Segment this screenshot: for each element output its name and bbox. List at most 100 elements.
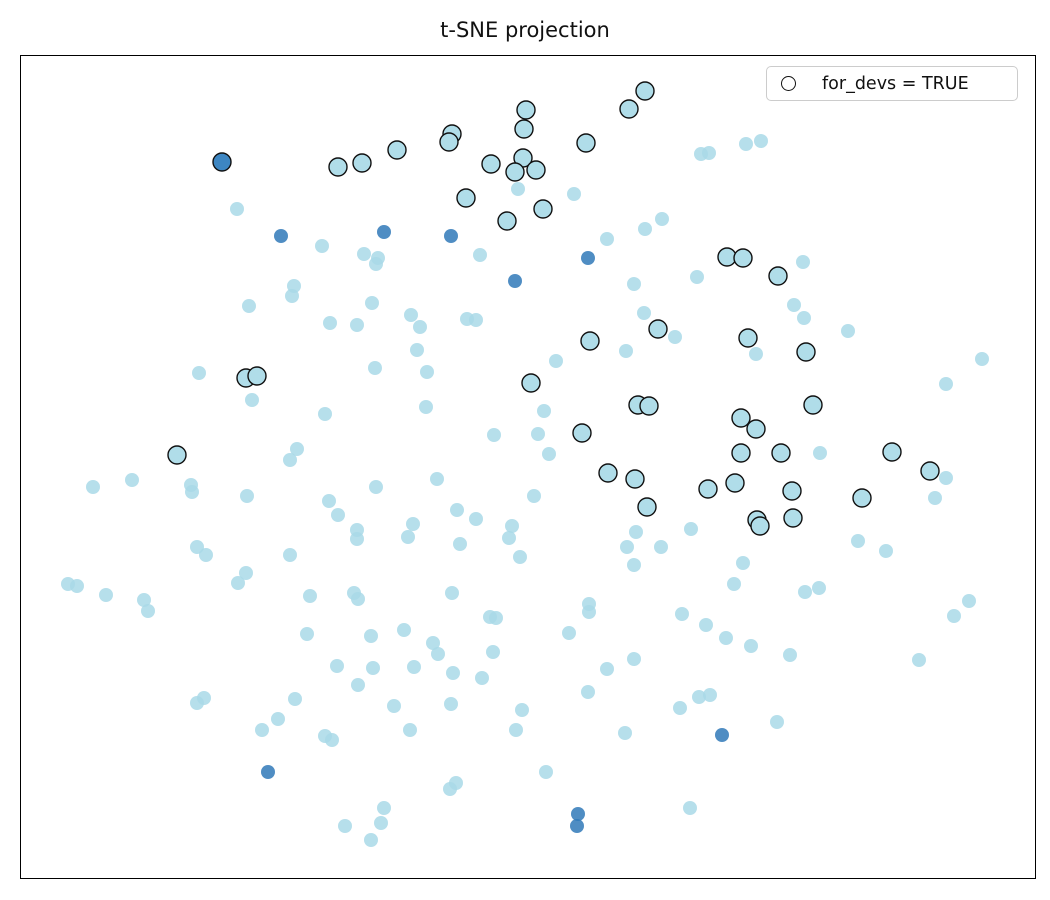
scatter-point bbox=[570, 819, 584, 833]
scatter-point bbox=[197, 691, 211, 705]
scatter-point bbox=[481, 154, 501, 174]
scatter-point bbox=[629, 525, 643, 539]
scatter-point bbox=[350, 532, 364, 546]
scatter-point bbox=[783, 508, 803, 528]
scatter-point bbox=[581, 685, 595, 699]
scatter-point bbox=[515, 703, 529, 717]
scatter-point bbox=[744, 639, 758, 653]
scatter-point bbox=[368, 361, 382, 375]
scatter-point bbox=[407, 660, 421, 674]
scatter-point bbox=[351, 678, 365, 692]
scatter-point bbox=[453, 537, 467, 551]
scatter-point bbox=[717, 247, 737, 267]
scatter-point bbox=[939, 377, 953, 391]
scatter-point bbox=[947, 609, 961, 623]
scatter-point bbox=[812, 581, 826, 595]
legend: for_devs = TRUE bbox=[766, 66, 1018, 101]
scatter-point bbox=[261, 765, 275, 779]
scatter-point bbox=[768, 266, 788, 286]
scatter-point bbox=[231, 576, 245, 590]
scatter-point bbox=[475, 671, 489, 685]
scatter-point bbox=[350, 318, 364, 332]
scatter-point bbox=[330, 659, 344, 673]
scatter-point bbox=[420, 365, 434, 379]
scatter-point bbox=[852, 488, 872, 508]
scatter-point bbox=[572, 423, 592, 443]
scatter-point bbox=[401, 530, 415, 544]
scatter-point bbox=[625, 469, 645, 489]
scatter-point bbox=[562, 626, 576, 640]
scatter-point bbox=[255, 723, 269, 737]
scatter-point bbox=[283, 548, 297, 562]
scatter-point bbox=[86, 480, 100, 494]
scatter-point bbox=[486, 645, 500, 659]
scatter-point bbox=[754, 134, 768, 148]
scatter-point bbox=[377, 801, 391, 815]
scatter-point bbox=[99, 588, 113, 602]
scatter-point bbox=[331, 508, 345, 522]
scatter-point bbox=[782, 481, 802, 501]
scatter-point bbox=[125, 473, 139, 487]
scatter-point bbox=[469, 313, 483, 327]
scatter-point bbox=[736, 556, 750, 570]
scatter-point bbox=[920, 461, 940, 481]
scatter-point bbox=[364, 629, 378, 643]
scatter-point bbox=[404, 308, 418, 322]
scatter-point bbox=[655, 212, 669, 226]
scatter-point bbox=[366, 661, 380, 675]
scatter-point bbox=[473, 248, 487, 262]
scatter-point bbox=[727, 577, 741, 591]
scatter-point bbox=[581, 251, 595, 265]
scatter-point bbox=[637, 306, 651, 320]
scatter-point bbox=[322, 494, 336, 508]
scatter-point bbox=[654, 540, 668, 554]
scatter-point bbox=[351, 592, 365, 606]
scatter-point bbox=[684, 522, 698, 536]
scatter-point bbox=[369, 480, 383, 494]
scatter-point bbox=[426, 636, 440, 650]
scatter-point bbox=[338, 819, 352, 833]
scatter-point bbox=[783, 648, 797, 662]
scatter-point bbox=[516, 100, 536, 120]
scatter-point bbox=[771, 443, 791, 463]
scatter-point bbox=[323, 316, 337, 330]
scatter-point bbox=[939, 471, 953, 485]
scatter-point bbox=[70, 579, 84, 593]
scatter-point bbox=[387, 699, 401, 713]
chart-title: t-SNE projection bbox=[440, 18, 610, 42]
scatter-point bbox=[851, 534, 865, 548]
scatter-point bbox=[683, 801, 697, 815]
scatter-point bbox=[328, 157, 348, 177]
scatter-point bbox=[692, 690, 706, 704]
scatter-point bbox=[513, 550, 527, 564]
scatter-points-layer bbox=[61, 81, 989, 847]
scatter-point bbox=[443, 782, 457, 796]
scatter-point bbox=[733, 248, 753, 268]
scatter-point bbox=[369, 257, 383, 271]
scatter-point bbox=[141, 604, 155, 618]
scatter-point bbox=[703, 688, 717, 702]
scatter-point bbox=[357, 247, 371, 261]
scatter-point bbox=[620, 540, 634, 554]
scatter-point bbox=[549, 354, 563, 368]
scatter-point bbox=[690, 270, 704, 284]
scatter-point bbox=[879, 544, 893, 558]
scatter-point bbox=[419, 400, 433, 414]
scatter-point bbox=[749, 347, 763, 361]
scatter-point bbox=[511, 182, 525, 196]
scatter-point bbox=[505, 162, 525, 182]
scatter-point bbox=[698, 479, 718, 499]
scatter-point bbox=[797, 311, 811, 325]
scatter-point bbox=[841, 324, 855, 338]
scatter-point bbox=[796, 255, 810, 269]
scatter-point bbox=[274, 229, 288, 243]
scatter-point bbox=[738, 328, 758, 348]
scatter-point bbox=[497, 211, 517, 231]
scatter-point bbox=[813, 446, 827, 460]
legend-label: for_devs = TRUE bbox=[822, 73, 969, 94]
scatter-point bbox=[627, 652, 641, 666]
scatter-point bbox=[975, 352, 989, 366]
scatter-point bbox=[582, 605, 596, 619]
scatter-point bbox=[619, 344, 633, 358]
scatter-point bbox=[410, 343, 424, 357]
